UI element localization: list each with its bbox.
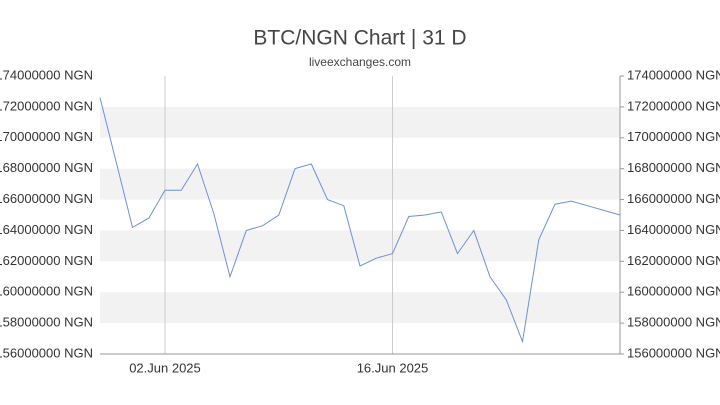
y2-tick-label: 168000000 NGN — [627, 160, 720, 175]
y-tick-label: 160000000 NGN — [0, 284, 93, 299]
y-tick-label: 164000000 NGN — [0, 222, 93, 237]
y2-tick-label: 162000000 NGN — [627, 253, 720, 268]
y-tick-label: 172000000 NGN — [0, 98, 93, 113]
x-tick-label: 02.Jun 2025 — [129, 360, 201, 375]
chart-title: BTC/NGN Chart | 31 D — [253, 27, 466, 50]
x-tick-label: 16.Jun 2025 — [357, 360, 429, 375]
y-tick-label: 158000000 NGN — [0, 315, 93, 330]
y2-tick-label: 174000000 NGN — [627, 67, 720, 82]
y-tick-label: 166000000 NGN — [0, 191, 93, 206]
y-tick-label: 174000000 NGN — [0, 67, 93, 82]
grid-band — [100, 168, 620, 200]
y2-tick-label: 158000000 NGN — [627, 315, 720, 330]
y2-tick-label: 170000000 NGN — [627, 129, 720, 144]
y-tick-label: 156000000 NGN — [0, 345, 93, 360]
y-tick-label: 162000000 NGN — [0, 253, 93, 268]
y2-tick-label: 156000000 NGN — [627, 345, 720, 360]
y2-tick-label: 164000000 NGN — [627, 222, 720, 237]
y2-tick-label: 172000000 NGN — [627, 98, 720, 113]
y2-tick-label: 160000000 NGN — [627, 284, 720, 299]
grid-band — [100, 292, 620, 324]
grid-band — [100, 106, 620, 138]
y-tick-label: 170000000 NGN — [0, 129, 93, 144]
grid-band — [100, 230, 620, 262]
price-line — [99, 97, 621, 344]
y-tick-label: 168000000 NGN — [0, 160, 93, 175]
chart-subtitle: liveexchanges.com — [309, 55, 411, 69]
y2-tick-label: 166000000 NGN — [627, 191, 720, 206]
